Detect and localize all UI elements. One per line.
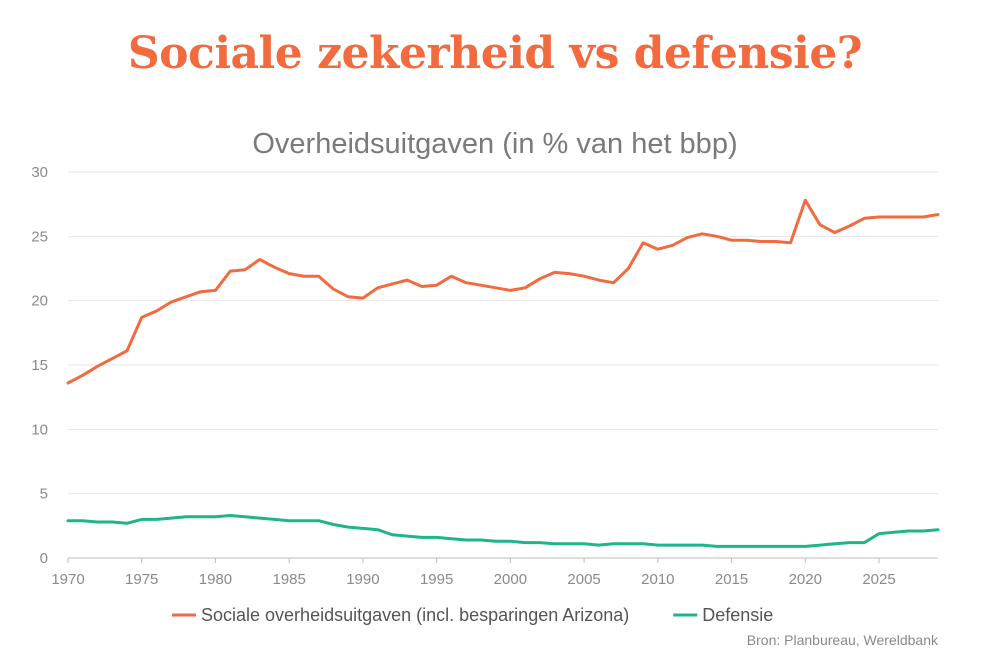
series-line-defense: [66, 514, 940, 548]
legend-label: Defensie: [702, 605, 773, 625]
x-tick-label: 1970: [51, 571, 84, 588]
gridlines: [68, 171, 938, 559]
y-tick-label: 0: [40, 550, 48, 567]
y-tick-label: 30: [31, 164, 48, 181]
x-axis-ticks: 1970 1975 1980 1985 1990 1995 2000 2005 2010 2015…: [51, 558, 896, 588]
x-tick-label: 2010: [641, 571, 674, 588]
x-tick-label: 1980: [199, 571, 232, 588]
x-tick-label: 2000: [494, 571, 527, 588]
series-lines: [66, 198, 940, 548]
y-tick-label: 10: [31, 421, 48, 438]
y-tick-label: 5: [40, 486, 48, 503]
x-tick-label: 2005: [567, 571, 600, 588]
x-tick-label: 1995: [420, 571, 453, 588]
y-tick-label: 25: [31, 228, 48, 245]
legend: Sociale overheidsuitgaven (incl. bespari…: [172, 605, 773, 625]
y-tick-label: 20: [31, 293, 48, 310]
headline: Sociale zekerheid vs defensie?: [127, 28, 863, 79]
legend-label: Sociale overheidsuitgaven (incl. bespari…: [201, 605, 629, 625]
source-note: Bron: Planbureau, Wereldbank: [746, 632, 938, 648]
y-axis-ticks: 0 5 10 15 20 25 30: [31, 164, 48, 567]
x-tick-label: 1985: [272, 571, 305, 588]
series-line-social: [66, 198, 940, 385]
x-tick-label: 1990: [346, 571, 379, 588]
x-tick-label: 1975: [125, 571, 158, 588]
x-tick-label: 2015: [715, 571, 748, 588]
chart-title: Overheidsuitgaven (in % van het bbp): [252, 128, 738, 160]
x-tick-label: 2025: [862, 571, 895, 588]
x-tick-label: 2020: [789, 571, 822, 588]
y-tick-label: 15: [31, 357, 48, 374]
